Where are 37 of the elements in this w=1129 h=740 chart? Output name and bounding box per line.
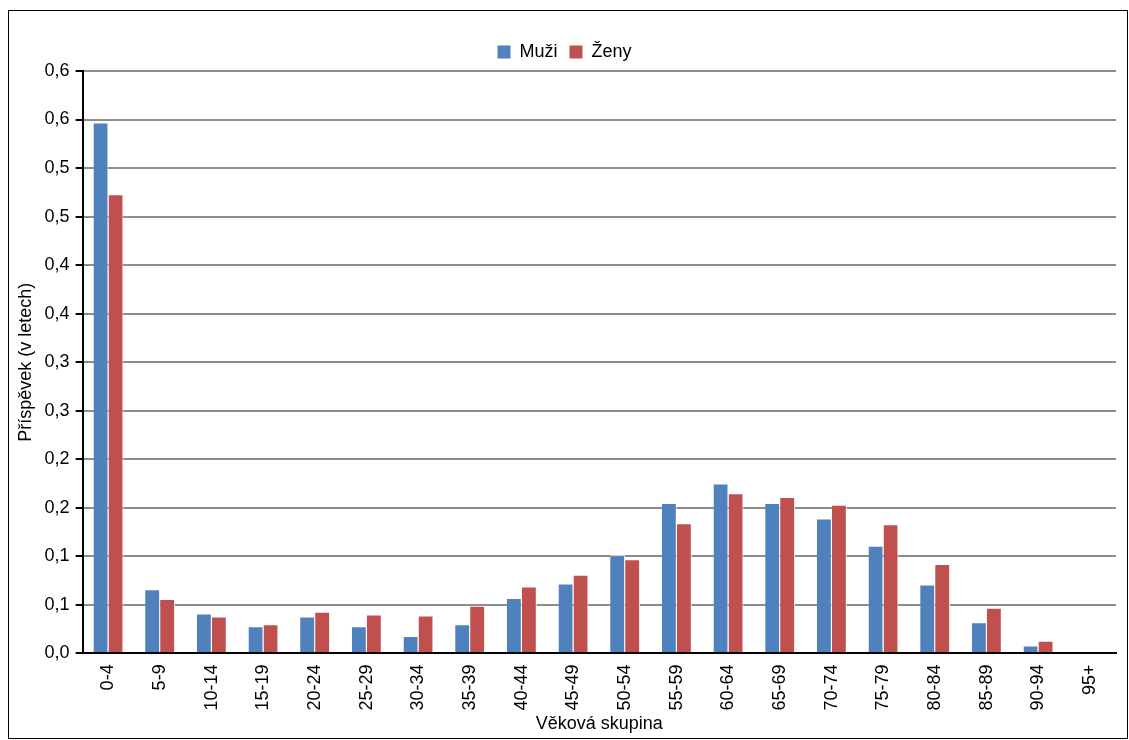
y-tick-label: 0,4 — [44, 302, 70, 323]
x-tick-label: 45-49 — [562, 664, 583, 711]
legend-label: Ženy — [591, 40, 632, 61]
x-tick-label: 40-44 — [510, 664, 531, 711]
x-tick-label: 15-19 — [252, 664, 273, 711]
x-tick-label: 5-9 — [149, 664, 170, 691]
x-tick-label: 0-4 — [97, 664, 118, 691]
y-tick-label: 0,1 — [44, 593, 70, 614]
y-tick-label: 0,4 — [44, 254, 70, 275]
y-axis-title: Příspěvek (v letech) — [14, 282, 35, 442]
x-tick-label: 35-39 — [459, 664, 480, 711]
x-axis-title: Věková skupina — [535, 713, 664, 734]
y-tick-label: 0,5 — [44, 157, 70, 178]
legend-label: Muži — [519, 40, 558, 61]
x-tick-label: 60-64 — [717, 664, 738, 711]
y-tick-label: 0,2 — [44, 448, 70, 469]
x-tick-label: 80-84 — [924, 664, 945, 711]
x-tick-label: 75-79 — [872, 664, 893, 711]
x-tick-label: 90-94 — [1027, 664, 1048, 711]
y-tick-label: 0,6 — [44, 59, 70, 80]
y-tick-label: 0,2 — [44, 496, 70, 517]
y-tick-label: 0,1 — [44, 545, 70, 566]
x-tick-label: 65-69 — [769, 664, 790, 711]
x-tick-label: 85-89 — [975, 664, 996, 711]
y-tick-label: 0,5 — [44, 205, 70, 226]
y-tick-label: 0,3 — [44, 399, 70, 420]
x-tick-label: 10-14 — [200, 664, 221, 711]
x-tick-label: 20-24 — [304, 664, 325, 711]
x-tick-label: 50-54 — [614, 664, 635, 711]
x-tick-label: 55-59 — [665, 664, 686, 711]
x-tick-label: 95+ — [1079, 664, 1100, 695]
x-tick-label: 70-74 — [820, 664, 841, 711]
x-tick-label: 25-29 — [355, 664, 376, 711]
y-tick-label: 0,3 — [44, 351, 70, 372]
y-tick-label: 0,0 — [44, 642, 70, 663]
x-tick-label: 30-34 — [407, 664, 428, 711]
y-tick-label: 0,6 — [44, 108, 70, 129]
